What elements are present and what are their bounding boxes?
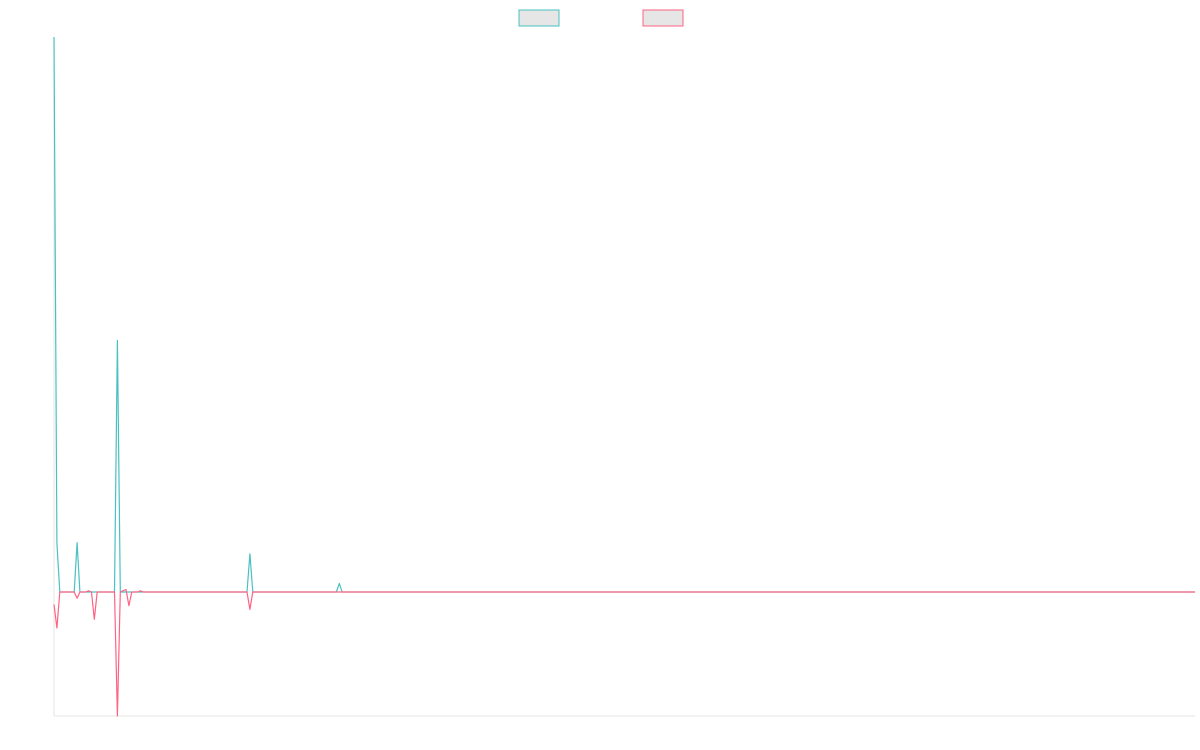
series-layer <box>53 36 1195 717</box>
legend-swatch-2 <box>642 9 684 27</box>
series-line-2 <box>53 588 1195 717</box>
axes <box>53 37 1195 717</box>
legend-swatch-1 <box>518 9 560 27</box>
legend <box>518 9 684 27</box>
series-line-1 <box>53 36 1195 593</box>
